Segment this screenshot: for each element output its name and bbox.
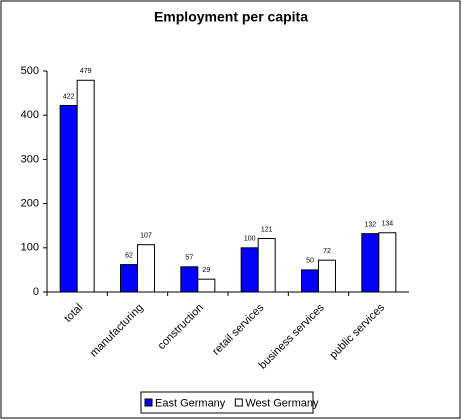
bar [137, 244, 155, 293]
legend-label: West Germany [245, 397, 319, 409]
bar [361, 233, 380, 293]
bar [318, 259, 336, 293]
legend: East Germany West Germany [140, 391, 319, 414]
y-tick-label: 100 [21, 242, 39, 254]
value-label: 134 [381, 221, 393, 228]
y-tick-label: 500 [21, 65, 39, 77]
legend-swatch [234, 398, 243, 407]
value-label: 107 [140, 233, 152, 240]
value-label: 100 [244, 236, 256, 243]
bar [197, 278, 216, 293]
value-label: 57 [185, 255, 193, 262]
bar [240, 247, 259, 293]
bar [120, 264, 138, 293]
value-label: 72 [323, 248, 331, 255]
bar [378, 232, 397, 293]
bar [301, 269, 319, 293]
bar [76, 79, 95, 293]
bar [59, 104, 78, 293]
value-label: 132 [364, 221, 376, 228]
value-label: 422 [63, 93, 75, 100]
bar [257, 238, 276, 293]
legend-label: East Germany [155, 397, 226, 409]
y-tick-label: 400 [21, 109, 39, 121]
value-label: 29 [202, 267, 210, 274]
chart-title: Employment per capita [154, 9, 308, 25]
value-label: 50 [306, 258, 314, 265]
value-label: 62 [125, 252, 133, 259]
value-label: 121 [261, 226, 273, 233]
bar [180, 266, 199, 293]
y-tick-label: 0 [33, 286, 39, 298]
y-tick-label: 300 [21, 153, 39, 165]
legend-box [140, 391, 314, 414]
y-tick-label: 200 [21, 198, 39, 210]
value-label: 479 [80, 68, 92, 75]
legend-swatch [144, 398, 153, 407]
